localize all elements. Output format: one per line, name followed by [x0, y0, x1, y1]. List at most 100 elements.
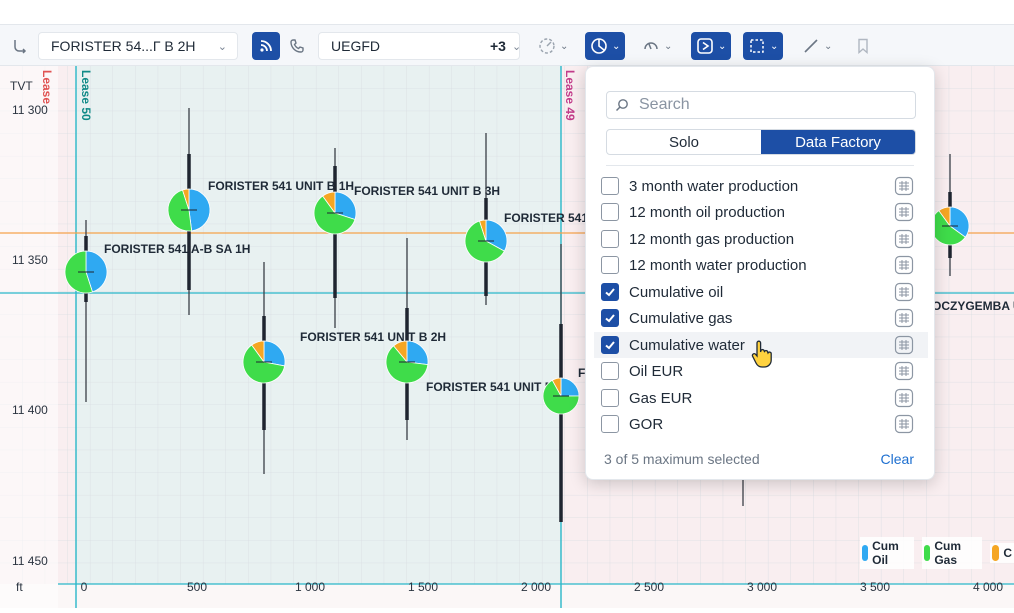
well-select-value: FORISTER 54...Г B 2H — [51, 38, 196, 54]
option-cumulative-oil[interactable]: Cumulative oil — [594, 279, 928, 305]
well-label: F — [578, 366, 585, 380]
well-label: OCZYGEMBA UNI — [932, 299, 1014, 313]
pie-slice-gas[interactable] — [385, 345, 429, 384]
table-icon[interactable] — [894, 414, 914, 438]
table-icon[interactable] — [894, 361, 914, 385]
pie-slice-water[interactable] — [479, 219, 487, 242]
pie-chart-dropdown-button[interactable]: ⌄ — [585, 32, 626, 60]
well-glyphs — [64, 108, 970, 522]
pie-slice-water[interactable] — [251, 340, 265, 364]
gauge-icon — [644, 42, 658, 50]
clear-button[interactable]: Clear — [880, 451, 914, 467]
option-label: Cumulative water — [629, 336, 745, 354]
checkbox[interactable] — [601, 177, 619, 195]
pie-slice-oil[interactable] — [949, 206, 970, 238]
chevron-down-icon: ⌄ — [560, 40, 569, 52]
select-box-dropdown-button[interactable]: ⌄ — [743, 32, 784, 60]
operator-extra-count: +3 — [490, 38, 506, 54]
checkbox[interactable] — [601, 230, 619, 248]
y-tick: 11 300 — [12, 103, 48, 117]
table-icon[interactable] — [894, 255, 914, 279]
legend-label: Cum Gas — [934, 539, 961, 567]
pie-slice-water[interactable] — [182, 188, 190, 211]
well-label: FORISTER 541 UNIT B 1H — [208, 179, 354, 193]
pie-slice-gas[interactable] — [542, 379, 580, 415]
attribute-dropdown: Solo Data Factory 3 month water producti… — [585, 66, 935, 480]
checkbox[interactable] — [601, 256, 619, 274]
x-tick: 3 500 — [860, 580, 890, 594]
option-12-month-water-production[interactable]: 12 month water production — [594, 252, 928, 278]
option-oil-eur[interactable]: Oil EUR — [594, 358, 928, 384]
option-cumulative-gas[interactable]: Cumulative gas — [594, 305, 928, 331]
curve-arrow-icon[interactable] — [6, 32, 34, 60]
signal-icon[interactable] — [252, 32, 280, 60]
operator-select[interactable]: UEGFD +3 ⌄ — [318, 32, 521, 60]
pie-slice-oil[interactable] — [263, 340, 286, 367]
option-12-month-oil-production[interactable]: 12 month oil production — [594, 199, 928, 225]
table-icon[interactable] — [894, 176, 914, 200]
pie-slice-water[interactable] — [551, 377, 562, 397]
checkbox[interactable] — [601, 389, 619, 407]
option-gas-eur[interactable]: Gas EUR — [594, 385, 928, 411]
x-tick: 2 500 — [634, 580, 664, 594]
check-icon — [605, 288, 615, 297]
chart-legend: Cum Oil Cum Gas C — [860, 537, 1014, 569]
pie-slice-gas[interactable] — [464, 220, 505, 263]
table-icon[interactable] — [894, 202, 914, 226]
lease-label: Lease — [40, 70, 54, 104]
line-dropdown-button[interactable]: ⌄ — [797, 32, 837, 60]
pie-slice-water[interactable] — [322, 191, 336, 215]
gauge-dropdown-button[interactable]: ⌄ — [637, 32, 677, 60]
checkbox[interactable] — [601, 203, 619, 221]
option-label: Oil EUR — [629, 362, 684, 380]
legend-label: C — [1003, 546, 1012, 560]
pie-slice-oil[interactable] — [406, 340, 429, 366]
x-tick: 500 — [187, 580, 207, 594]
option-12-month-gas-production[interactable]: 12 month gas production — [594, 226, 928, 252]
pie-slice-oil[interactable] — [485, 219, 508, 252]
option-gor[interactable]: GOR — [594, 411, 928, 437]
checkbox-checked[interactable] — [601, 336, 619, 354]
operator-select-value: UEGFD — [331, 38, 380, 54]
play-square-dropdown-button[interactable]: ⌄ — [691, 32, 732, 60]
table-icon[interactable] — [894, 308, 914, 332]
option-label: 3 month water production — [629, 177, 799, 195]
legend-swatch — [862, 545, 869, 561]
selected-count: 3 of 5 maximum selected — [604, 451, 760, 467]
pie-slice-gas[interactable] — [313, 195, 356, 235]
checkbox-checked[interactable] — [601, 283, 619, 301]
checkbox[interactable] — [601, 362, 619, 380]
option-label: Cumulative gas — [629, 309, 733, 327]
pie-slice-water[interactable] — [393, 340, 408, 364]
search-box[interactable] — [606, 91, 916, 119]
option-label: 12 month oil production — [629, 203, 785, 221]
pie-slice-gas[interactable] — [242, 344, 286, 384]
well-select[interactable]: FORISTER 54...Г B 2H ⌄ — [38, 32, 238, 60]
table-icon[interactable] — [894, 335, 914, 359]
pie-slice-water[interactable] — [938, 206, 951, 228]
lease-49-label: Lease 49 — [563, 70, 577, 121]
table-icon[interactable] — [894, 388, 914, 412]
well-label: FORISTER 541 A-B SA 1H — [104, 242, 250, 256]
search-input[interactable] — [637, 95, 907, 115]
well-label: FORISTER 541 UNIT B 4H — [426, 380, 572, 394]
bookmark-icon[interactable] — [849, 32, 877, 60]
phone-icon[interactable] — [283, 32, 311, 60]
chevron-down-icon: ⌄ — [217, 40, 227, 53]
well-label: FORISTER 541 UNIT B 2H — [300, 330, 446, 344]
check-icon — [605, 314, 615, 323]
table-icon[interactable] — [894, 229, 914, 253]
table-icon[interactable] — [894, 282, 914, 306]
x-tick: 1 500 — [408, 580, 438, 594]
pie-slice-oil[interactable] — [85, 250, 108, 293]
compass-dropdown-button[interactable]: ⌄ — [533, 32, 573, 60]
checkbox-checked[interactable] — [601, 309, 619, 327]
chevron-down-icon: ⌄ — [824, 40, 833, 52]
option-label: Cumulative oil — [629, 283, 724, 301]
checkbox[interactable] — [601, 415, 619, 433]
option-3-month-water-production[interactable]: 3 month water production — [594, 173, 928, 199]
tab-solo[interactable]: Solo — [668, 133, 700, 151]
pie-slice-oil[interactable] — [188, 188, 211, 232]
tab-data-factory[interactable]: Data Factory — [761, 130, 915, 154]
line-icon — [804, 39, 818, 53]
